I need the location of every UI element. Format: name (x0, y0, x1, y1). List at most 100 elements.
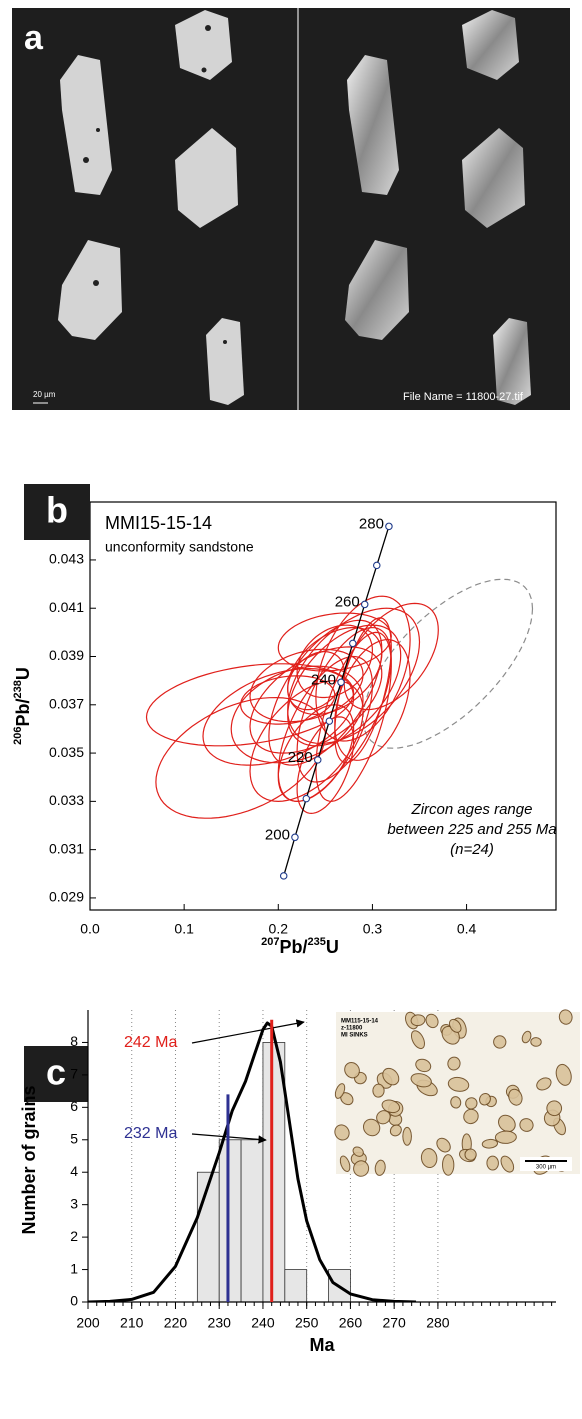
inset-label: MM115-15-14 (341, 1019, 379, 1025)
bar (262, 1042, 286, 1302)
error-ellipse (287, 607, 421, 745)
x-axis-label: 207Pb/235U (261, 936, 339, 957)
label-part: U (326, 937, 339, 957)
grain (462, 128, 525, 228)
panel-label: a (24, 19, 44, 57)
chart-title: MMI15-15-14 (105, 513, 212, 533)
error-ellipse (334, 617, 392, 764)
grain (442, 1154, 455, 1176)
grain (410, 1073, 432, 1088)
y-tick-label: 6 (70, 1098, 78, 1114)
x-tick-label: 270 (382, 1315, 406, 1331)
x-tick-label: 0.1 (174, 921, 194, 937)
x-tick-label: 200 (76, 1315, 100, 1331)
panel-label-box (24, 1046, 88, 1102)
y-tick-label: 4 (70, 1163, 78, 1179)
grain (447, 1056, 461, 1071)
grain (493, 1035, 507, 1049)
grain (376, 1110, 391, 1125)
error-ellipse (249, 648, 364, 723)
age-marker (360, 600, 369, 609)
superscript: 206 (12, 727, 24, 745)
grain (175, 10, 232, 80)
grain (494, 1130, 517, 1144)
grain (58, 240, 122, 340)
error-ellipse (230, 665, 364, 764)
arrow (191, 1019, 305, 1044)
superscript: 207 (261, 936, 279, 948)
y-tick-label: 7 (70, 1066, 78, 1082)
age-label: 280 (359, 515, 384, 532)
grain (382, 1067, 400, 1086)
y-tick-label: 1 (70, 1260, 78, 1276)
annotation: Zircon ages range (411, 801, 533, 818)
age-marker (373, 561, 381, 570)
panel-label: c (46, 1052, 66, 1093)
image-panel: a 20 µm File Name = 11800-27.tif (12, 8, 570, 410)
age-marker (302, 794, 311, 803)
x-tick-label: 220 (164, 1315, 188, 1331)
concordia-line (283, 526, 390, 877)
y-tick-label: 0.035 (49, 744, 84, 760)
mode-label: 242 Ma (124, 1034, 177, 1051)
annotation: between 225 and 255 Ma (387, 821, 556, 838)
grain (447, 1076, 470, 1092)
superscript: 235 (308, 936, 326, 948)
chart-subtitle: unconformity sandstone (105, 539, 254, 555)
y-tick-label: 5 (70, 1130, 78, 1146)
plot-area: 200 220 240 260 280 (145, 515, 534, 880)
x-tick-label: 0.4 (457, 921, 477, 937)
grain (402, 1126, 412, 1146)
y-tick-label: 0.041 (49, 599, 84, 615)
label-part: U (13, 667, 33, 680)
y-tick-label: 0 (70, 1293, 78, 1309)
grain (410, 1014, 426, 1027)
annotation: (n=24) (450, 841, 494, 858)
grain (344, 1062, 360, 1079)
file-label: File Name = 11800-27.tif (403, 391, 524, 403)
grain (500, 1155, 515, 1173)
age-marker (349, 639, 357, 648)
x-tick-label: 280 (426, 1315, 450, 1331)
grain (546, 1100, 563, 1117)
grain (519, 1118, 534, 1132)
grain (374, 1159, 386, 1176)
grain (536, 1077, 552, 1091)
bse-grains (58, 10, 244, 405)
error-ellipse (296, 624, 374, 699)
panel-label: b (46, 490, 68, 531)
grain (436, 1137, 451, 1153)
plot-frame (89, 501, 557, 911)
age-marker (291, 833, 299, 842)
grain (347, 55, 399, 195)
grain (206, 318, 244, 405)
scale-label: 20 µm (33, 390, 56, 399)
y-tick-label: 0.037 (49, 695, 84, 711)
x-tick-label: 240 (251, 1315, 275, 1331)
grain (486, 1155, 499, 1171)
age-label: 220 (288, 749, 313, 766)
grain (353, 1160, 370, 1177)
grain (362, 1118, 381, 1137)
y-tick-label: 0.043 (49, 551, 84, 567)
grain (420, 1148, 438, 1169)
x-tick-label: 260 (339, 1315, 363, 1331)
grain (339, 1155, 351, 1172)
error-ellipse (239, 675, 336, 725)
error-ellipse (145, 663, 355, 747)
error-ellipse (296, 626, 392, 783)
bar (240, 1139, 264, 1302)
grain (463, 1108, 479, 1125)
age-label: 200 (265, 826, 290, 843)
age-label: 240 (311, 671, 336, 688)
grain (558, 1009, 573, 1025)
age-marker (314, 756, 322, 764)
error-ellipse (296, 716, 355, 815)
x-tick-label: 230 (208, 1315, 232, 1331)
x-tick-label: 0.0 (80, 921, 100, 937)
grain (481, 1138, 499, 1149)
error-ellipse (315, 595, 411, 742)
grain (498, 1114, 516, 1133)
grain (464, 1148, 477, 1161)
